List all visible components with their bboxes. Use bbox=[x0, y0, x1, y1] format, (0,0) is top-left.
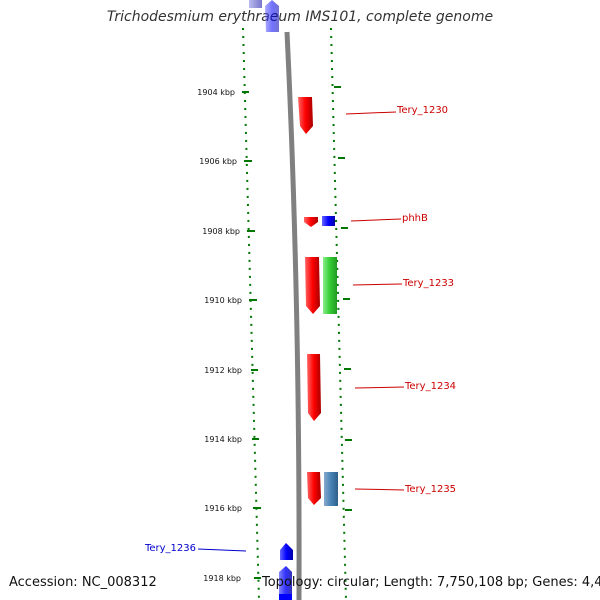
tick-label: 1916 kbp bbox=[204, 504, 242, 513]
label-connector bbox=[345, 111, 397, 115]
gene-label-tery-1230[interactable]: Tery_1230 bbox=[396, 105, 448, 116]
gene-arrow-partial-bottom[interactable] bbox=[279, 566, 292, 600]
gene-arrow-tery-1233[interactable] bbox=[305, 257, 320, 314]
gene-block-bottom[interactable] bbox=[279, 594, 292, 600]
gene-block-tery-1233-partner[interactable] bbox=[323, 257, 337, 314]
label-connector bbox=[350, 218, 402, 222]
gene-label-phhb[interactable]: phhB bbox=[402, 213, 428, 224]
gene-arrow-tery-1234[interactable] bbox=[307, 354, 321, 421]
label-connector bbox=[197, 548, 247, 552]
gene-block-phhb-partner[interactable] bbox=[322, 216, 335, 226]
tick-label: 1908 kbp bbox=[202, 227, 240, 236]
gene-block-partial[interactable] bbox=[249, 0, 262, 8]
major-tick-marks bbox=[242, 91, 261, 579]
accession-text: Accession: NC_008312 bbox=[9, 575, 157, 590]
gene-label-tery-1236[interactable]: Tery_1236 bbox=[144, 543, 196, 554]
genome-stats-text: Topology: circular; Length: 7,750,108 bp… bbox=[262, 575, 600, 590]
gene-arrow-partial[interactable] bbox=[265, 0, 279, 32]
gene-arrow-tery-1235[interactable] bbox=[307, 472, 321, 505]
label-connector bbox=[352, 283, 403, 286]
gene-label-tery-1234[interactable]: Tery_1234 bbox=[404, 381, 456, 392]
tick-label: 1918 kbp bbox=[203, 574, 241, 583]
tick-label: 1904 kbp bbox=[197, 88, 235, 97]
gene-arrow-phhb[interactable] bbox=[304, 217, 318, 227]
tick-label: 1914 kbp bbox=[204, 435, 242, 444]
tick-label: 1906 kbp bbox=[199, 157, 237, 166]
inner-tick-marks bbox=[334, 86, 352, 511]
gene-arrow-tery-1236[interactable] bbox=[280, 543, 293, 560]
genome-backbone bbox=[284, 31, 302, 600]
gene-label-tery-1233[interactable]: Tery_1233 bbox=[402, 278, 454, 289]
label-connector bbox=[354, 488, 405, 491]
outer-tick-track bbox=[242, 27, 260, 600]
gene-block-tery-1235-partner[interactable] bbox=[324, 472, 338, 506]
tick-label: 1910 kbp bbox=[204, 296, 242, 305]
tick-label: 1912 kbp bbox=[204, 366, 242, 375]
map-title: Trichodesmium erythraeum IMS101, complet… bbox=[106, 9, 494, 25]
gene-arrow-tery-1230[interactable] bbox=[298, 97, 313, 134]
gene-label-tery-1235[interactable]: Tery_1235 bbox=[404, 484, 456, 495]
label-connector bbox=[354, 386, 405, 389]
